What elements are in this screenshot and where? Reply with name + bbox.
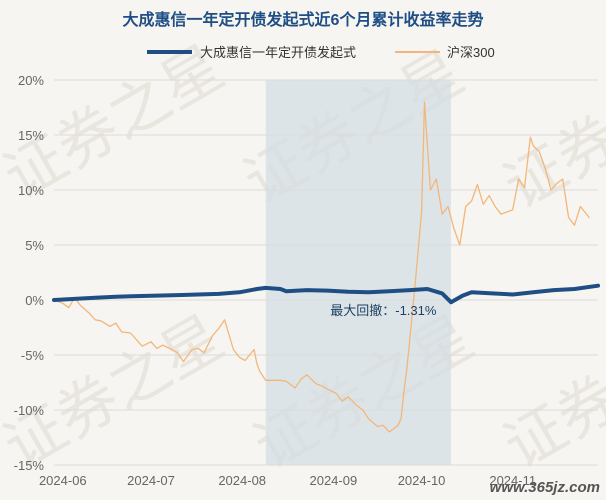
x-tick-label: 2024-09 bbox=[309, 473, 357, 488]
drawdown-label: 最大回撤：-1.31% bbox=[330, 303, 437, 318]
chart-title: 大成惠信一年定开债发起式近6个月累计收益率走势 bbox=[123, 10, 484, 29]
y-tick-label: 5% bbox=[25, 238, 44, 253]
legend-label-fund: 大成惠信一年定开债发起式 bbox=[200, 45, 356, 60]
x-tick-label: 2024-07 bbox=[127, 473, 175, 488]
y-tick-label: 0% bbox=[25, 293, 44, 308]
legend-label-index: 沪深300 bbox=[447, 45, 495, 60]
y-axis-ticks: 20% 15% 10% 5% 0% -5% -10% -15% bbox=[14, 73, 45, 473]
watermark-text: 证券之星 bbox=[493, 43, 606, 221]
watermark-text: 证券之星 bbox=[493, 303, 606, 481]
watermark-text: 证券之星 bbox=[0, 303, 234, 481]
x-tick-label: 2024-06 bbox=[39, 473, 87, 488]
y-tick-label: -15% bbox=[14, 458, 45, 473]
y-tick-label: 20% bbox=[18, 73, 44, 88]
x-tick-label: 2024-10 bbox=[398, 473, 446, 488]
y-tick-label: -10% bbox=[14, 403, 45, 418]
corner-watermark: www.365jz.com bbox=[490, 479, 600, 496]
y-tick-label: -5% bbox=[21, 348, 45, 363]
x-axis-ticks: 2024-06 2024-07 2024-08 2024-09 2024-10 2024-… bbox=[39, 473, 536, 488]
x-tick-label: 2024-08 bbox=[218, 473, 266, 488]
y-tick-label: 15% bbox=[18, 128, 44, 143]
y-tick-label: 10% bbox=[18, 183, 44, 198]
